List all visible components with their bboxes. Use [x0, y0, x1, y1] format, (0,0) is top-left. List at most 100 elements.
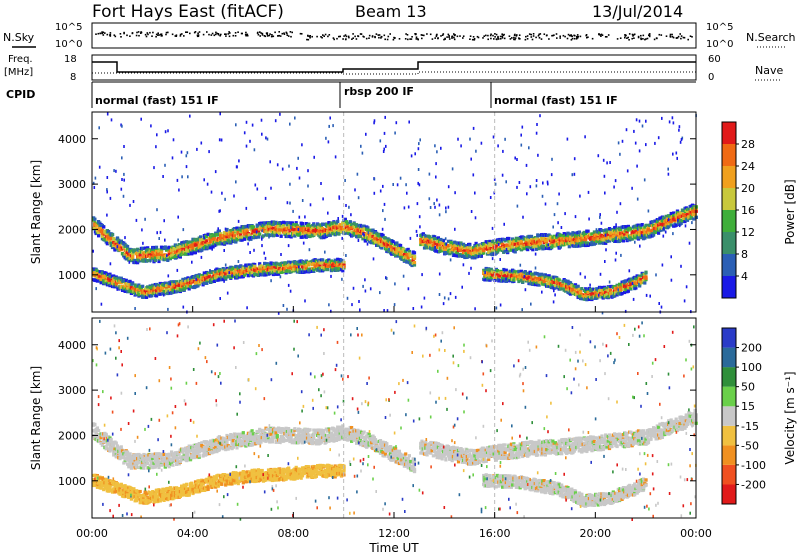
range-gate-cell — [211, 245, 215, 249]
range-gate-cell — [183, 277, 188, 281]
range-gate-cell — [149, 294, 154, 298]
noise-point — [352, 33, 354, 35]
noise-point — [160, 35, 163, 37]
noise-point — [281, 32, 284, 35]
noise-point — [196, 35, 199, 38]
range-gate-cell — [303, 270, 307, 274]
range-gate-cell — [131, 255, 135, 259]
noise-point — [559, 35, 561, 38]
range-gate-cell — [333, 225, 337, 229]
noise-point — [228, 31, 230, 33]
range-gate-cell — [299, 224, 303, 228]
range-gate-cell — [202, 271, 206, 275]
range-gate-cell — [144, 290, 149, 294]
range-gate-cell — [177, 283, 181, 287]
range-gate-cell — [248, 263, 252, 267]
noise-point — [311, 35, 313, 38]
noise-point — [322, 34, 324, 36]
range-gate-cell — [196, 284, 200, 288]
noise-point — [487, 34, 489, 37]
noise-point — [246, 34, 248, 36]
range-gate-cell — [319, 230, 323, 234]
range-gate-cell — [304, 222, 308, 226]
cpid-label: CPID — [6, 88, 35, 101]
noise-point — [513, 34, 516, 37]
noise-point — [448, 36, 450, 38]
noise-point — [217, 33, 220, 35]
range-gate-cell — [273, 233, 277, 237]
range-gate-cell — [294, 221, 298, 225]
range-gate-cell — [205, 239, 209, 243]
noise-point — [175, 34, 178, 36]
noise-tick-right-low: 10^0 — [706, 39, 733, 50]
noise-point — [568, 34, 571, 37]
noise-point — [637, 36, 640, 39]
range-gate-cell — [206, 232, 210, 236]
noise-point — [566, 37, 569, 40]
range-gate-cell — [172, 253, 176, 257]
nsearch-label: N.Search — [746, 31, 796, 44]
noise-point — [274, 31, 276, 34]
range-gate-cell — [142, 295, 146, 299]
range-gate-cell — [159, 250, 164, 254]
noise-panel: N.Sky 10^5 10^0 10^5 10^0 N.Search — [3, 22, 796, 50]
range-gate-cell — [97, 231, 101, 235]
noise-point — [477, 36, 480, 39]
noise-point — [437, 37, 439, 40]
range-gate-cell — [363, 239, 367, 243]
range-gate-cell — [152, 253, 156, 257]
noise-point — [553, 34, 555, 36]
range-gate-cell — [202, 281, 206, 285]
noise-point — [145, 35, 148, 38]
noise-point — [291, 31, 293, 34]
noise-point — [573, 34, 575, 37]
noise-point — [476, 35, 479, 38]
range-gate-cell — [105, 242, 109, 246]
noise-point — [677, 35, 680, 38]
noise-point — [102, 31, 105, 34]
noise-point — [483, 35, 485, 37]
range-gate-cell — [154, 283, 159, 288]
range-gate-cell — [376, 243, 380, 247]
range-gate-cell — [153, 256, 157, 260]
range-gate-cell — [313, 224, 317, 228]
noise-point — [691, 36, 693, 38]
range-gate-cell — [225, 266, 229, 271]
noise-point — [368, 34, 371, 37]
noise-point — [277, 35, 279, 37]
range-gate-cell — [172, 288, 176, 292]
range-gate-cell — [321, 222, 325, 227]
noise-point — [260, 32, 262, 34]
range-gate-cell — [283, 267, 287, 271]
noise-point — [189, 32, 191, 35]
noise-point — [640, 37, 642, 40]
noise-point — [624, 36, 626, 39]
noise-point — [493, 38, 495, 40]
noise-point — [490, 33, 492, 36]
range-gate-cell — [186, 276, 190, 280]
noise-point — [653, 38, 656, 41]
range-gate-cell — [222, 234, 227, 238]
noise-point — [600, 35, 602, 37]
noise-point — [374, 36, 376, 39]
range-gate-cell — [166, 258, 170, 262]
range-gate-cell — [305, 234, 310, 238]
noise-point — [448, 34, 450, 37]
noise-point — [214, 33, 217, 36]
range-gate-cell — [180, 288, 184, 292]
range-gate-cell — [209, 246, 213, 250]
noise-point — [217, 33, 220, 36]
range-gate-cell — [274, 220, 278, 224]
range-gate-cell — [284, 231, 288, 235]
noise-point — [426, 33, 428, 35]
freq-tick-low: 8 — [70, 72, 76, 83]
noise-point — [147, 33, 149, 36]
range-gate-cell — [303, 261, 307, 265]
range-gate-cell — [347, 230, 351, 234]
noise-point — [405, 33, 407, 35]
range-gate-cell — [146, 259, 150, 263]
noise-point — [471, 38, 474, 41]
noise-point — [485, 34, 487, 37]
range-gate-cell — [332, 221, 336, 225]
noise-point — [679, 33, 681, 35]
